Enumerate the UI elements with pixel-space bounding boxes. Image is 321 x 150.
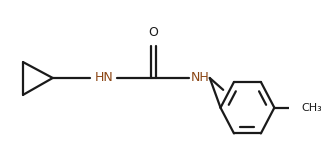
Text: NH: NH [191,71,210,84]
Text: CH₃: CH₃ [301,103,321,113]
Text: O: O [148,26,158,39]
Text: HN: HN [95,71,114,84]
